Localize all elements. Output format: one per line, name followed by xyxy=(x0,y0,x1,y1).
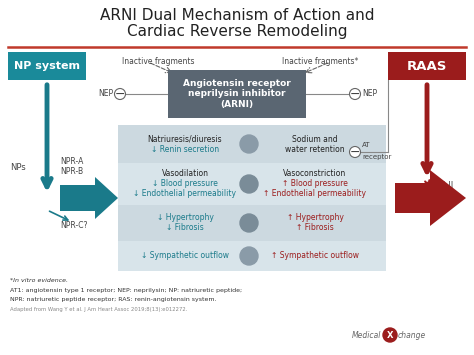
Text: ↓ Sympathetic outflow: ↓ Sympathetic outflow xyxy=(141,251,229,261)
FancyBboxPatch shape xyxy=(168,70,306,118)
Circle shape xyxy=(349,88,361,99)
Text: Inactive fragments*: Inactive fragments* xyxy=(282,57,358,66)
Text: −: − xyxy=(350,87,360,100)
Text: ↑ Endothelial permeability: ↑ Endothelial permeability xyxy=(264,190,366,198)
Text: ANG II: ANG II xyxy=(427,180,453,190)
Text: RAAS: RAAS xyxy=(407,60,447,72)
Text: NP system: NP system xyxy=(14,61,80,71)
Text: −: − xyxy=(115,87,125,100)
Text: Medical: Medical xyxy=(352,331,382,339)
Text: ↓ Blood pressure: ↓ Blood pressure xyxy=(152,180,218,189)
Text: Inactive fragments: Inactive fragments xyxy=(122,57,194,66)
Text: Natriuresis/diuresis: Natriuresis/diuresis xyxy=(148,135,222,143)
Text: NEP: NEP xyxy=(98,89,113,98)
FancyBboxPatch shape xyxy=(118,205,386,241)
FancyBboxPatch shape xyxy=(388,52,466,80)
Text: ↓ Endothelial permeability: ↓ Endothelial permeability xyxy=(134,190,237,198)
FancyBboxPatch shape xyxy=(118,125,386,163)
Text: ARNI Dual Mechanism of Action and: ARNI Dual Mechanism of Action and xyxy=(100,8,374,23)
Polygon shape xyxy=(60,177,118,219)
Polygon shape xyxy=(395,170,466,226)
Text: *In vitro evidence.: *In vitro evidence. xyxy=(10,278,68,283)
Text: change: change xyxy=(398,331,426,339)
Text: receptor: receptor xyxy=(362,154,392,160)
Circle shape xyxy=(240,247,258,265)
Text: water retention: water retention xyxy=(285,144,345,153)
Text: Vasoconstriction: Vasoconstriction xyxy=(283,169,346,179)
Text: Sodium and: Sodium and xyxy=(292,135,338,143)
FancyBboxPatch shape xyxy=(8,52,86,80)
Text: AT: AT xyxy=(362,142,371,148)
Text: Vasodilation: Vasodilation xyxy=(162,169,209,179)
Text: NPR: natriuretic peptide receptor; RAS: renin-angiotensin system.: NPR: natriuretic peptide receptor; RAS: … xyxy=(10,297,217,302)
Text: Cardiac Reverse Remodeling: Cardiac Reverse Remodeling xyxy=(127,24,347,39)
FancyBboxPatch shape xyxy=(118,163,386,205)
Text: NPR-C?: NPR-C? xyxy=(60,220,88,229)
Circle shape xyxy=(115,88,126,99)
Text: neprilysin inhibitor: neprilysin inhibitor xyxy=(188,89,286,98)
Text: NEP: NEP xyxy=(362,89,377,98)
Circle shape xyxy=(383,328,397,342)
Text: ↑ Sympathetic outflow: ↑ Sympathetic outflow xyxy=(271,251,359,261)
Text: NPR-B: NPR-B xyxy=(60,168,83,176)
Text: ↓ Fibrosis: ↓ Fibrosis xyxy=(166,224,204,233)
Circle shape xyxy=(240,135,258,153)
Text: X: X xyxy=(387,331,393,339)
Text: Adapted from Wang Y et al. J Am Heart Assoc 2019;8(13):e012272.: Adapted from Wang Y et al. J Am Heart As… xyxy=(10,307,187,312)
Text: NPs: NPs xyxy=(10,164,26,173)
Circle shape xyxy=(240,214,258,232)
Text: Angiotensin receptor: Angiotensin receptor xyxy=(183,80,291,88)
Text: ↑ Blood pressure: ↑ Blood pressure xyxy=(282,180,348,189)
Text: ↓ Renin secretion: ↓ Renin secretion xyxy=(151,144,219,153)
Circle shape xyxy=(240,175,258,193)
Text: ↑ Hypertrophy: ↑ Hypertrophy xyxy=(287,213,344,223)
Text: ↑ Fibrosis: ↑ Fibrosis xyxy=(296,224,334,233)
Text: AT1: angiotensin type 1 receptor; NEP: neprilysin; NP: natriuretic peptide;: AT1: angiotensin type 1 receptor; NEP: n… xyxy=(10,288,242,293)
Text: ↓ Hypertrophy: ↓ Hypertrophy xyxy=(156,213,213,223)
Text: −: − xyxy=(350,146,360,158)
FancyBboxPatch shape xyxy=(118,241,386,271)
Text: NPR-A: NPR-A xyxy=(60,158,83,166)
Text: (ARNI): (ARNI) xyxy=(220,99,254,109)
Circle shape xyxy=(349,147,361,158)
